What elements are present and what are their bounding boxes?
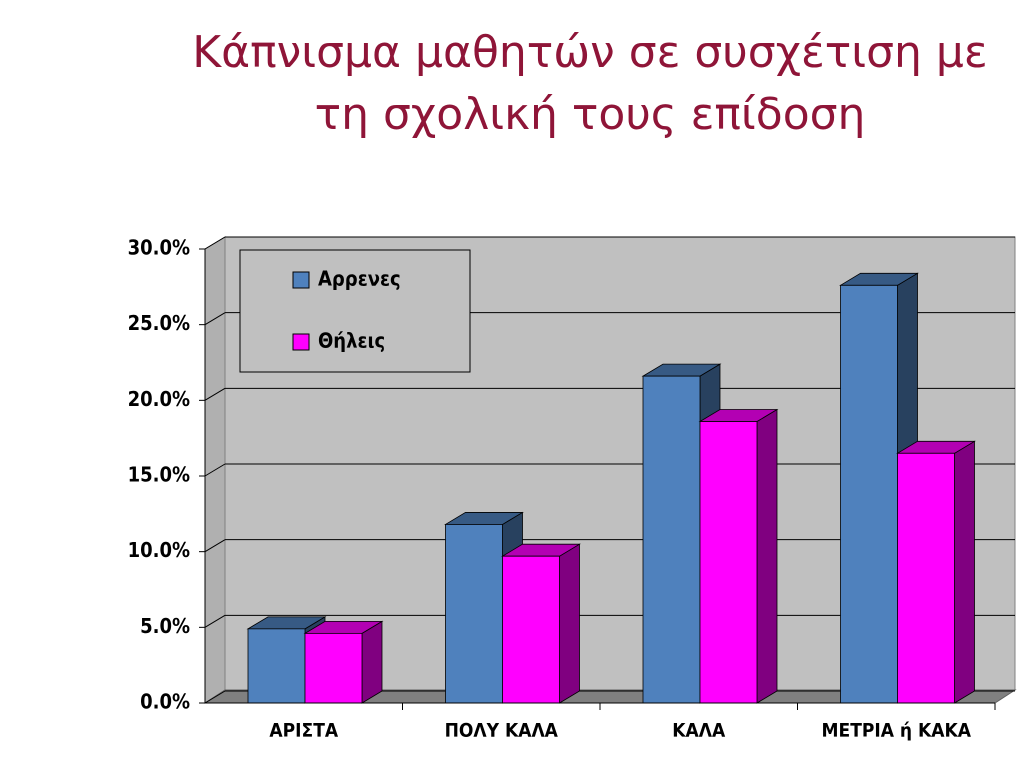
grid-line [204, 690, 226, 704]
legend-swatch [292, 333, 310, 351]
bar [247, 628, 306, 704]
y-tick-label: 20.0% [128, 387, 190, 411]
bar-side [361, 620, 383, 704]
legend [239, 249, 471, 373]
plot [204, 236, 1015, 704]
legend-label: Αρρενες [318, 267, 401, 291]
bar-side [756, 408, 778, 704]
grid-line [204, 463, 226, 477]
legend-swatch [292, 271, 310, 289]
y-tick-label: 15.0% [128, 463, 190, 487]
x-tick-label: ΜΕΤΡΙΑ ή ΚΑΚΑ [822, 720, 972, 742]
bar-side [559, 543, 580, 704]
y-tick-label: 10.0% [128, 538, 190, 562]
chart-title: Κάπνισμα μαθητών σε συσχέτιση με τη σχολ… [192, 27, 988, 140]
bar [445, 524, 503, 704]
x-tick-label: ΚΑΛΑ [672, 720, 726, 742]
y-tick-label: 5.0% [140, 614, 190, 638]
bar [699, 421, 758, 704]
grid-line [204, 236, 226, 250]
bar-side [954, 440, 975, 704]
legend-label: Θήλεις [318, 329, 385, 353]
x-tick-label: ΠΟΛΥ ΚΑΛΑ [445, 720, 559, 742]
bar [502, 555, 560, 704]
grid-line [204, 387, 226, 401]
y-tick-label: 30.0% [128, 236, 190, 260]
y-tick-label: 25.0% [128, 311, 190, 335]
bar [642, 375, 701, 704]
grid-line [204, 312, 226, 326]
bar [897, 452, 955, 704]
bar [304, 632, 363, 704]
x-tick-label: ΑΡΙΣΤΑ [269, 720, 338, 742]
grid-line [204, 614, 226, 628]
bar [840, 284, 898, 704]
grid-line [204, 539, 226, 553]
y-tick-label: 0.0% [140, 690, 190, 714]
